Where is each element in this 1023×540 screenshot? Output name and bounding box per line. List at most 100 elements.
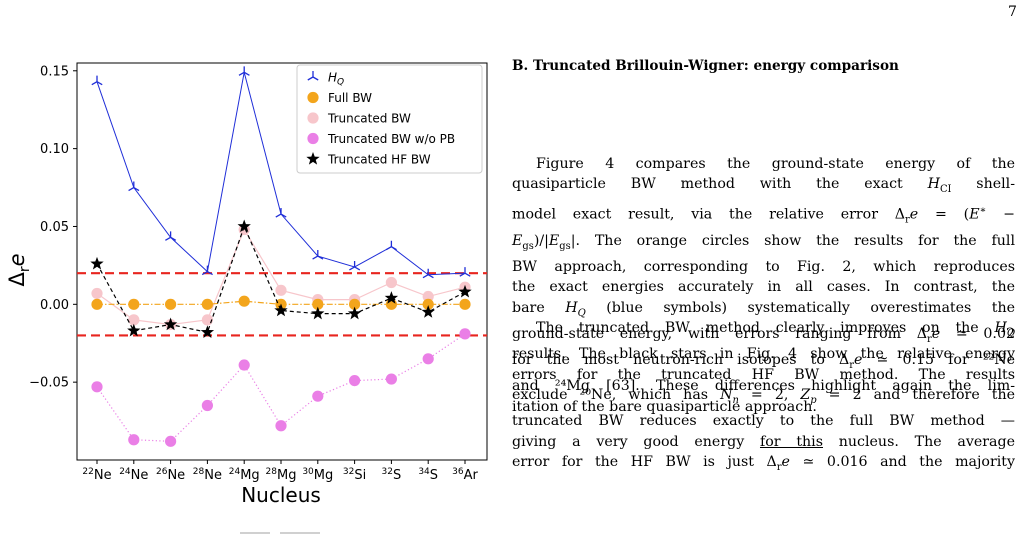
page-number: 7 [1008, 4, 1017, 20]
text-line: and ²⁴Mg [63]. These differences highlig… [512, 378, 1015, 395]
legend-item: Full BW [307, 91, 372, 105]
legend-item: Truncated BW [307, 112, 411, 126]
data-point [422, 268, 434, 279]
legend-marker [307, 91, 319, 104]
x-tick-label: 28Mg [266, 467, 297, 483]
x-tick-label: 34S [418, 467, 438, 483]
x-tick-label: 36Ar [452, 467, 478, 483]
data-point [201, 265, 213, 276]
data-point [91, 381, 103, 393]
data-point [349, 260, 361, 271]
section-heading: B. Truncated Brillouin-Wigner: energy co… [512, 58, 899, 74]
data-point [128, 181, 140, 192]
data-point [422, 290, 434, 303]
data-point [91, 298, 103, 310]
legend-label: Full BW [328, 91, 372, 105]
text-line: bare HQ (blue symbols) systematically ov… [512, 299, 1015, 319]
x-tick-label: 24Mg [229, 467, 260, 483]
legend-label: Truncated HF BW [327, 153, 431, 167]
text-line: Egs)/|Egs|. The orange circles show the … [512, 232, 1015, 252]
data-point [385, 240, 397, 251]
legend-item: HQ [307, 71, 344, 88]
x-tick-label: 26Ne [156, 467, 185, 483]
text-line: errors for the truncated HF BW method. T… [512, 366, 1015, 383]
data-point [165, 435, 177, 447]
data-point [238, 295, 250, 307]
data-point [312, 250, 324, 260]
x-tick-label: 30Mg [302, 467, 333, 483]
text-line: exclude ²⁰Ne, which has Nn = 2, Zp = 2 a… [512, 387, 1015, 406]
partial-caption-fragment [240, 532, 320, 534]
x-tick-label: 22Ne [82, 467, 111, 483]
data-point [422, 298, 434, 310]
data-point [90, 256, 104, 270]
data-point [128, 434, 140, 446]
data-point [237, 219, 251, 233]
data-point [274, 303, 288, 317]
data-point [238, 359, 250, 371]
legend-marker [307, 132, 319, 145]
x-tick-label: 24Ne [119, 467, 148, 483]
series-truncated-bw [91, 223, 471, 331]
data-point [128, 298, 140, 310]
legend-label: HQ [328, 71, 344, 88]
axes-frame [76, 62, 488, 461]
legend-item: Truncated HF BW [306, 152, 431, 167]
data-point [311, 306, 325, 320]
reference-lines [77, 272, 487, 337]
y-axis-ticks: 0.15 0.10 0.05 0.00 −0.05 [29, 64, 77, 391]
legend-marker [307, 112, 319, 124]
data-point [91, 287, 103, 300]
data-point [385, 373, 397, 385]
legend-marker [306, 152, 320, 165]
x-tick-label: 32S [382, 467, 402, 483]
data-point [458, 284, 472, 298]
data-point [349, 375, 361, 387]
text-line: quasiparticle BW method with the exact H… [512, 176, 1015, 196]
x-tick-label: 32Si [343, 467, 366, 483]
text-line: BW approach, corresponding to Fig. 2, wh… [512, 258, 1015, 275]
axes-box [76, 62, 488, 461]
data-point [422, 353, 434, 365]
text-line: giving a very good energy for this nucle… [512, 433, 1015, 450]
data-point [200, 325, 215, 338]
data-point [459, 298, 471, 310]
data-point [275, 208, 287, 218]
y-tick-label: 0.05 [40, 220, 69, 235]
text-line: Figure 4 compares the ground-state energ… [536, 156, 1015, 172]
y-tick-label: 0.10 [40, 142, 69, 157]
y-axis-label: Δre [5, 253, 33, 286]
data-point [165, 231, 177, 241]
y-tick-label: −0.05 [29, 376, 69, 391]
text-line: itation of the bare quasiparticle approa… [512, 398, 817, 415]
data-point [238, 66, 250, 76]
legend-label: Truncated BW w/o PB [327, 132, 455, 146]
data-point [347, 306, 362, 320]
series-line [96, 224, 466, 334]
data-point [275, 420, 287, 432]
data-point [201, 399, 213, 412]
legend-marker [307, 71, 319, 81]
data-point [349, 298, 361, 310]
data-point [275, 284, 287, 296]
legend-box [296, 64, 483, 174]
data-point [163, 317, 178, 331]
data-point [165, 298, 177, 310]
data-point [421, 305, 435, 318]
data-point [312, 298, 324, 310]
y-tick-label: 0.00 [40, 298, 69, 313]
legend-item: Truncated BW w/o PB [307, 132, 455, 146]
x-tick-label: 28Ne [193, 467, 222, 483]
data-point [127, 323, 141, 337]
paragraph-energy-comparison: Figure 4 compares the ground-state energ… [512, 154, 1015, 417]
data-point [385, 276, 397, 289]
paragraph-truncated-bw: The truncated BW method clearly improves… [512, 318, 1015, 478]
data-point [459, 328, 471, 340]
text-line: truncated BW reduces exactly to the full… [512, 413, 1015, 430]
data-point [459, 267, 471, 277]
x-axis-ticks: 22Ne 24Ne 26Ne 28Ne 24Mg 28Mg 30Mg 32Si 32S 34S 36… [82, 460, 478, 483]
text-line: the exact energies accurately in all cas… [512, 279, 1015, 296]
data-point [201, 298, 213, 310]
series-truncated-bw-w-o-pb [91, 328, 471, 447]
text-line: error for the HF BW is just Δre ≃ 0.016 … [512, 454, 1015, 473]
